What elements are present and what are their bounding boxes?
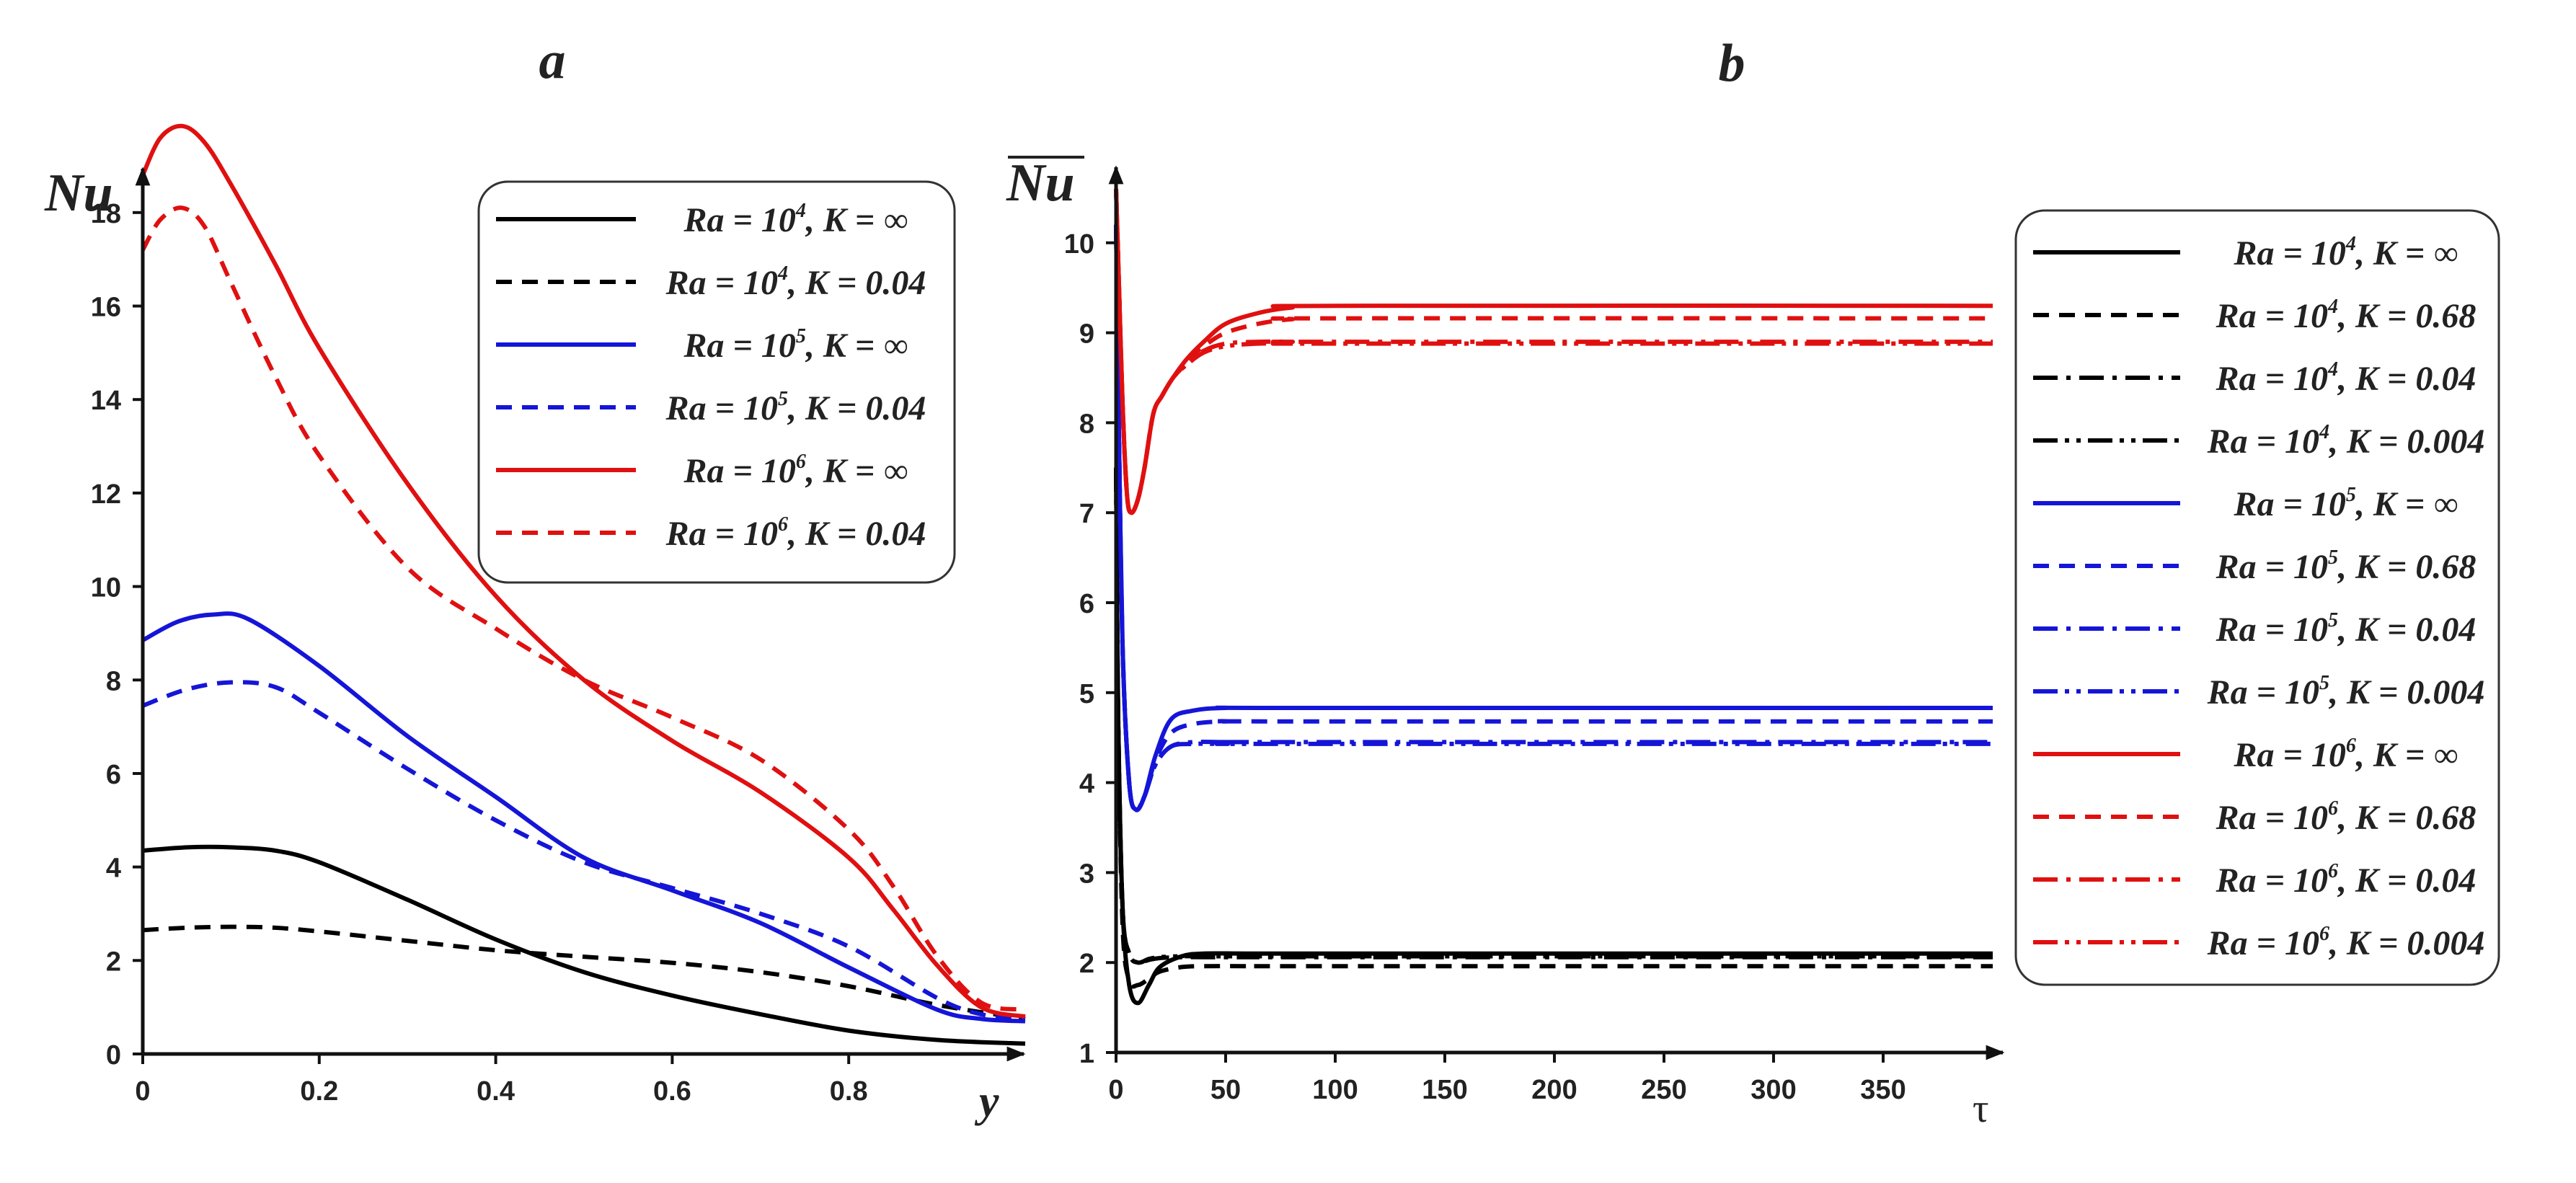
- b-y-tick-label: 1: [1079, 1039, 1094, 1069]
- b-x-tick-label: 250: [1641, 1075, 1686, 1105]
- b-legend-label-8: Ra = 105, K = 0.004: [2207, 672, 2485, 712]
- b-series-3: [1114, 467, 1993, 965]
- b-legend-label-1: Ra = 104, K = ∞: [2234, 233, 2458, 273]
- a-series-3: [141, 611, 1026, 1024]
- a-y-tick-label: 0: [106, 1040, 121, 1071]
- b-y-tick-label: 9: [1079, 319, 1094, 350]
- b-series-6: [1114, 224, 1993, 812]
- a-y-tick-label: 16: [91, 293, 121, 323]
- b-series-9: [1114, 188, 1993, 515]
- panel-a-series-group: [141, 123, 1026, 1046]
- b-legend-label-12: Ra = 106, K = 0.004: [2207, 923, 2485, 962]
- b-y-tick-label: 5: [1079, 679, 1094, 709]
- a-y-tick-label: 18: [91, 199, 121, 229]
- a-x-tick-label: 0.4: [477, 1076, 515, 1107]
- a-legend-label-4: Ra = 105, K = 0.04: [665, 388, 926, 427]
- b-y-tick-label: 8: [1079, 409, 1094, 439]
- a-series-6: [141, 205, 1026, 1012]
- panel-a-axes: 0 0.2 0.4 0.6 0.8 0 2 4 6 8 10 12 14 16 18: [91, 167, 1026, 1107]
- a-y-tick-label: 2: [106, 947, 121, 977]
- a-legend-label-6: Ra = 106, K = 0.04: [665, 513, 926, 553]
- b-legend-label-10: Ra = 106, K = 0.68: [2216, 797, 2477, 837]
- a-x-tick-label: 0: [135, 1076, 150, 1107]
- panel-a-label: a: [539, 31, 566, 90]
- a-x-tick-label: 0.8: [830, 1076, 868, 1107]
- a-y-tick-label: 10: [91, 573, 121, 603]
- panel-b-series-group: [1114, 188, 1993, 1006]
- a-legend-label-1: Ra = 104, K = ∞: [683, 200, 908, 239]
- b-series-2: [1114, 467, 1993, 989]
- a-legend-label-3: Ra = 105, K = ∞: [683, 325, 908, 365]
- a-y-tick-label: 14: [91, 386, 121, 416]
- a-series-4: [141, 680, 1026, 1022]
- a-y-tick-label: 12: [91, 479, 121, 510]
- panel-a-y-axis-label: Nu: [44, 164, 113, 223]
- b-y-tick-label: 10: [1064, 229, 1094, 260]
- b-legend-label-4: Ra = 104, K = 0.004: [2207, 421, 2485, 461]
- a-series-5: [141, 123, 1026, 1019]
- b-y-tick-label: 7: [1079, 499, 1094, 529]
- a-y-tick-label: 8: [106, 666, 121, 696]
- a-y-tick-label: 6: [106, 760, 121, 790]
- b-y-tick-label: 6: [1079, 589, 1094, 619]
- b-series-4: [1114, 467, 1993, 965]
- a-x-tick-label: 0.6: [653, 1076, 691, 1107]
- b-legend-label-3: Ra = 104, K = 0.04: [2216, 358, 2477, 398]
- b-x-tick-label: 350: [1860, 1075, 1906, 1105]
- panel-a-x-axis-label: y: [974, 1077, 999, 1126]
- b-legend-label-11: Ra = 106, K = 0.04: [2216, 860, 2477, 900]
- b-x-tick-label: 200: [1531, 1075, 1577, 1105]
- a-x-tick-label: 0.2: [300, 1076, 338, 1107]
- panel-a-legend: Ra = 104, K = ∞ Ra = 104, K = 0.04 Ra = 10…: [477, 180, 956, 584]
- b-x-tick-label: 50: [1210, 1075, 1241, 1105]
- b-x-tick-label: 300: [1750, 1075, 1796, 1105]
- b-legend-label-5: Ra = 105, K = ∞: [2234, 484, 2458, 523]
- panel-a: a Nu y 0 0.2 0.4 0.6 0.8 0 2 4 6 8 10 12 14 16 18 Ra =…: [44, 31, 1026, 1126]
- a-legend-label-5: Ra = 106, K = ∞: [683, 451, 908, 490]
- a-y-tick-label: 4: [106, 854, 121, 884]
- b-x-tick-label: 100: [1312, 1075, 1358, 1105]
- panel-b: b Nu τ 0 50 100 150 200 250 300 35012345678910 …: [1006, 34, 2500, 1131]
- b-series-1: [1114, 467, 1993, 1006]
- b-legend-box: [2014, 209, 2500, 986]
- panel-b-y-axis-label: Nu: [1006, 154, 1075, 213]
- panel-b-legend: Ra = 104, K = ∞ Ra = 104, K = 0.68 Ra = 10…: [2014, 209, 2500, 986]
- b-legend-label-9: Ra = 106, K = ∞: [2234, 735, 2458, 774]
- a-legend-label-2: Ra = 104, K = 0.04: [665, 262, 926, 302]
- b-legend-label-7: Ra = 105, K = 0.04: [2216, 609, 2477, 649]
- b-series-12: [1114, 188, 1993, 515]
- b-series-10: [1114, 188, 1993, 515]
- b-y-tick-label: 4: [1079, 769, 1094, 799]
- b-x-tick-label: 0: [1108, 1075, 1123, 1105]
- b-series-11: [1114, 188, 1993, 515]
- b-legend-label-6: Ra = 105, K = 0.68: [2216, 546, 2477, 586]
- panel-b-axes: 0 50 100 150 200 250 300 350 1 2 3 4 5 6 7 8 9 10: [1064, 165, 2005, 1105]
- panel-b-x-axis-label: τ: [1973, 1086, 1989, 1131]
- a-series-2: [142, 924, 1026, 1022]
- b-legend-label-2: Ra = 104, K = 0.68: [2216, 296, 2477, 335]
- a-series-1: [142, 844, 1026, 1046]
- b-x-tick-label: 150: [1422, 1075, 1467, 1105]
- b-series-8: [1114, 224, 1993, 812]
- b-y-tick-label: 3: [1079, 859, 1094, 889]
- panel-b-label: b: [1719, 34, 1745, 93]
- b-y-tick-label: 2: [1079, 949, 1094, 979]
- a-legend-box: [477, 180, 956, 584]
